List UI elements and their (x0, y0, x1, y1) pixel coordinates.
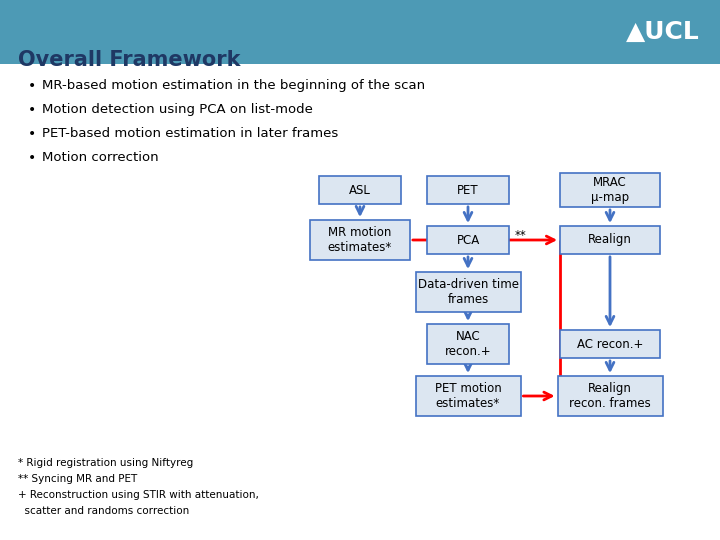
Text: •: • (28, 151, 36, 165)
Text: scatter and randoms correction: scatter and randoms correction (18, 506, 189, 516)
Text: Realign
recon. frames: Realign recon. frames (569, 382, 651, 410)
Text: Data-driven time
frames: Data-driven time frames (418, 278, 518, 306)
Text: **: ** (515, 230, 527, 242)
Text: •: • (28, 127, 36, 141)
Text: PET motion
estimates*: PET motion estimates* (435, 382, 501, 410)
Bar (0, 0, 720, 64)
Text: MR-based motion estimation in the beginning of the scan: MR-based motion estimation in the beginn… (42, 79, 425, 92)
Text: + Reconstruction using STIR with attenuation,: + Reconstruction using STIR with attenua… (18, 490, 259, 500)
Text: AC recon.+: AC recon.+ (577, 338, 643, 350)
FancyBboxPatch shape (557, 376, 662, 416)
FancyBboxPatch shape (560, 226, 660, 254)
Text: NAC
recon.+: NAC recon.+ (445, 330, 491, 358)
FancyBboxPatch shape (427, 324, 509, 364)
Text: PET-based motion estimation in later frames: PET-based motion estimation in later fra… (42, 127, 338, 140)
Text: PCA: PCA (456, 233, 480, 246)
Text: ASL: ASL (349, 184, 371, 197)
Text: * Rigid registration using Niftyreg: * Rigid registration using Niftyreg (18, 458, 193, 468)
FancyBboxPatch shape (319, 176, 401, 204)
FancyBboxPatch shape (427, 226, 509, 254)
FancyBboxPatch shape (560, 173, 660, 207)
FancyBboxPatch shape (415, 272, 521, 312)
Text: ▲UCL: ▲UCL (626, 20, 700, 44)
Text: PET: PET (457, 184, 479, 197)
Text: Motion detection using PCA on list-mode: Motion detection using PCA on list-mode (42, 103, 313, 116)
Text: MRAC
µ-map: MRAC µ-map (591, 176, 629, 204)
FancyBboxPatch shape (427, 176, 509, 204)
Text: ** Syncing MR and PET: ** Syncing MR and PET (18, 474, 138, 484)
FancyBboxPatch shape (560, 330, 660, 358)
Text: Overall Framework: Overall Framework (18, 50, 240, 70)
FancyBboxPatch shape (415, 376, 521, 416)
Text: Realign: Realign (588, 233, 632, 246)
FancyBboxPatch shape (310, 220, 410, 260)
Text: Motion correction: Motion correction (42, 151, 158, 164)
Text: •: • (28, 103, 36, 117)
Text: •: • (28, 79, 36, 93)
Text: MR motion
estimates*: MR motion estimates* (328, 226, 392, 254)
